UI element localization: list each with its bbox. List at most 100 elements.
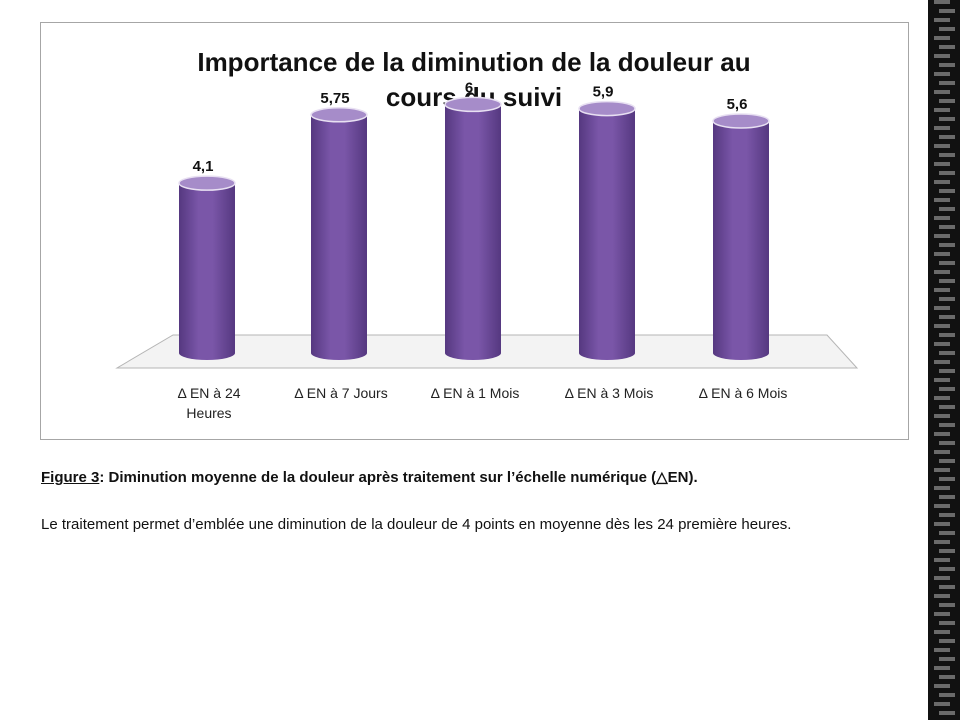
bar-top	[444, 96, 502, 113]
border-stripe	[939, 603, 955, 607]
border-stripe	[939, 135, 955, 139]
chart-frame: Importance de la diminution de la douleu…	[40, 22, 909, 440]
x-tick-label: Heures	[186, 405, 231, 421]
border-stripe	[934, 522, 950, 526]
border-stripe	[934, 630, 950, 634]
x-tick-label: Δ EN à 6 Mois	[699, 385, 788, 401]
border-stripe	[934, 306, 950, 310]
border-stripe	[939, 207, 955, 211]
border-stripe	[939, 441, 955, 445]
border-stripe	[939, 63, 955, 67]
border-stripe	[934, 666, 950, 670]
border-stripe	[939, 459, 955, 463]
border-stripe	[939, 675, 955, 679]
border-stripe	[939, 297, 955, 301]
border-stripe	[939, 405, 955, 409]
border-stripe	[939, 225, 955, 229]
border-stripe	[934, 360, 950, 364]
border-stripe	[934, 252, 950, 256]
x-tick-label: Δ EN à 3 Mois	[565, 385, 654, 401]
border-stripe	[939, 171, 955, 175]
border-stripe	[934, 396, 950, 400]
border-stripe	[934, 288, 950, 292]
border-stripe	[939, 189, 955, 193]
border-stripe	[934, 450, 950, 454]
border-stripe	[934, 468, 950, 472]
border-stripe	[934, 126, 950, 130]
border-stripe	[934, 594, 950, 598]
border-stripe	[939, 261, 955, 265]
border-stripe	[939, 387, 955, 391]
border-stripe	[939, 81, 955, 85]
figure-caption-text: : Diminution moyenne de la douleur après…	[99, 469, 698, 486]
border-stripe	[939, 351, 955, 355]
figure-caption: Figure 3: Diminution moyenne de la doule…	[41, 468, 901, 486]
bar-top	[578, 100, 636, 117]
border-stripe	[934, 144, 950, 148]
border-stripe	[939, 369, 955, 373]
border-stripe	[939, 621, 955, 625]
border-stripe	[934, 198, 950, 202]
border-stripe	[934, 576, 950, 580]
border-stripe	[934, 648, 950, 652]
border-stripe	[939, 549, 955, 553]
border-stripe	[934, 324, 950, 328]
border-stripe	[934, 684, 950, 688]
bar	[713, 121, 769, 360]
border-stripe	[934, 234, 950, 238]
border-stripe	[934, 342, 950, 346]
x-tick-label: Δ EN à 7 Jours	[294, 385, 387, 401]
border-stripe	[939, 27, 955, 31]
border-stripe	[939, 513, 955, 517]
border-stripe	[939, 153, 955, 157]
x-tick-label: Δ EN à 24	[177, 385, 240, 401]
bar	[579, 108, 635, 360]
border-stripe	[934, 558, 950, 562]
border-stripe	[934, 90, 950, 94]
border-stripe	[934, 54, 950, 58]
body-text: Le traitement permet d’emblée une diminu…	[41, 516, 792, 533]
bar	[179, 183, 235, 360]
slide-border-decoration	[928, 0, 960, 720]
border-stripe	[939, 657, 955, 661]
border-stripe	[934, 378, 950, 382]
x-tick-label: Δ EN à 1 Mois	[431, 385, 520, 401]
data-label: 5,9	[593, 84, 614, 101]
border-stripe	[934, 18, 950, 22]
border-stripe	[934, 540, 950, 544]
border-stripe	[939, 243, 955, 247]
bar-top	[712, 113, 770, 129]
chart-title: Importance de la diminution de la douleu…	[197, 47, 750, 77]
border-stripe	[939, 693, 955, 697]
border-stripe	[939, 639, 955, 643]
border-stripe	[934, 270, 950, 274]
border-stripe	[939, 315, 955, 319]
border-stripe	[934, 162, 950, 166]
border-stripe	[939, 45, 955, 49]
border-stripe	[939, 9, 955, 13]
border-stripe	[934, 108, 950, 112]
border-stripe	[934, 486, 950, 490]
border-stripe	[939, 117, 955, 121]
border-stripe	[934, 612, 950, 616]
border-stripe	[934, 216, 950, 220]
border-stripe	[939, 495, 955, 499]
border-pattern	[934, 0, 955, 715]
border-stripe	[934, 36, 950, 40]
bar	[311, 114, 367, 361]
border-stripe	[939, 567, 955, 571]
border-stripe	[934, 72, 950, 76]
border-stripe	[934, 432, 950, 436]
bar-chart: Importance de la diminution de la douleu…	[115, 47, 859, 421]
border-stripe	[939, 423, 955, 427]
border-stripe	[934, 702, 950, 706]
data-label: 5,6	[727, 96, 748, 113]
border-stripe	[939, 585, 955, 589]
figure-label: Figure 3	[41, 469, 100, 486]
data-label: 4,1	[193, 158, 214, 175]
border-stripe	[939, 99, 955, 103]
bar-top	[310, 107, 368, 123]
border-stripe	[939, 711, 955, 715]
border-stripe	[934, 180, 950, 184]
border-stripe	[934, 414, 950, 418]
